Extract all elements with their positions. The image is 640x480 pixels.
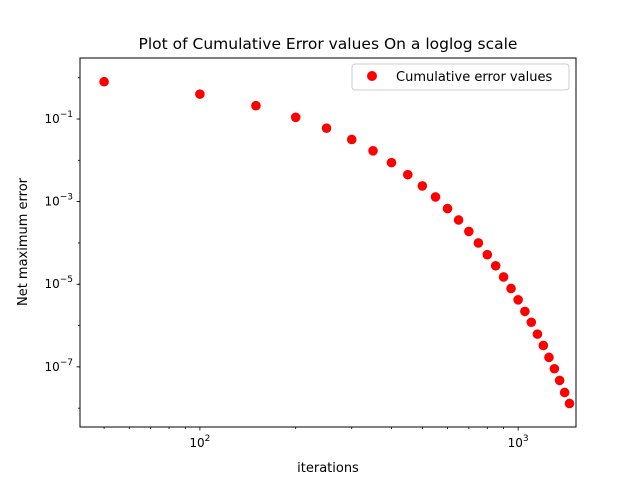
data-point	[498, 272, 509, 282]
data-point	[526, 317, 537, 328]
data-point	[195, 89, 205, 99]
data-point	[490, 260, 501, 271]
y-tick-label: 10−7	[44, 358, 73, 374]
data-point	[544, 352, 554, 363]
data-points	[99, 76, 575, 409]
data-point	[386, 157, 397, 168]
data-point	[417, 181, 428, 191]
data-point	[430, 192, 441, 202]
data-point	[464, 226, 474, 237]
data-point	[402, 169, 413, 180]
data-point	[290, 112, 301, 123]
data-point	[564, 398, 575, 409]
y-axis-label: Net maximum error	[16, 177, 31, 306]
x-axis-label: iterations	[297, 461, 359, 476]
data-point	[251, 100, 261, 111]
y-tick-label: 10−5	[44, 275, 73, 291]
legend-marker	[367, 71, 377, 81]
axis-ticks: 102 103 10−7 10−5 10−3 10−1	[44, 77, 529, 450]
chart-title: Plot of Cumulative Error values On a log…	[139, 35, 518, 53]
data-point	[513, 295, 523, 305]
data-point	[554, 375, 565, 386]
legend: Cumulative error values	[351, 63, 570, 91]
plot-frame	[79, 57, 577, 428]
legend-box	[351, 63, 570, 91]
data-point	[532, 329, 543, 339]
data-point	[453, 215, 464, 225]
data-point	[538, 340, 549, 351]
data-point	[368, 146, 378, 156]
x-tick-label: 103	[508, 434, 529, 450]
data-point	[346, 134, 357, 145]
data-point	[442, 203, 453, 214]
data-point	[321, 123, 332, 133]
data-point	[99, 76, 109, 87]
x-tick-label: 102	[189, 434, 210, 450]
data-point	[520, 306, 530, 317]
data-point	[482, 249, 493, 260]
y-tick-label: 10−1	[44, 110, 73, 126]
data-point	[506, 283, 516, 294]
data-point	[549, 363, 560, 374]
y-tick-label: 10−3	[44, 193, 73, 209]
legend-label: Cumulative error values	[396, 70, 552, 85]
data-point	[559, 387, 570, 398]
data-point	[473, 238, 484, 248]
